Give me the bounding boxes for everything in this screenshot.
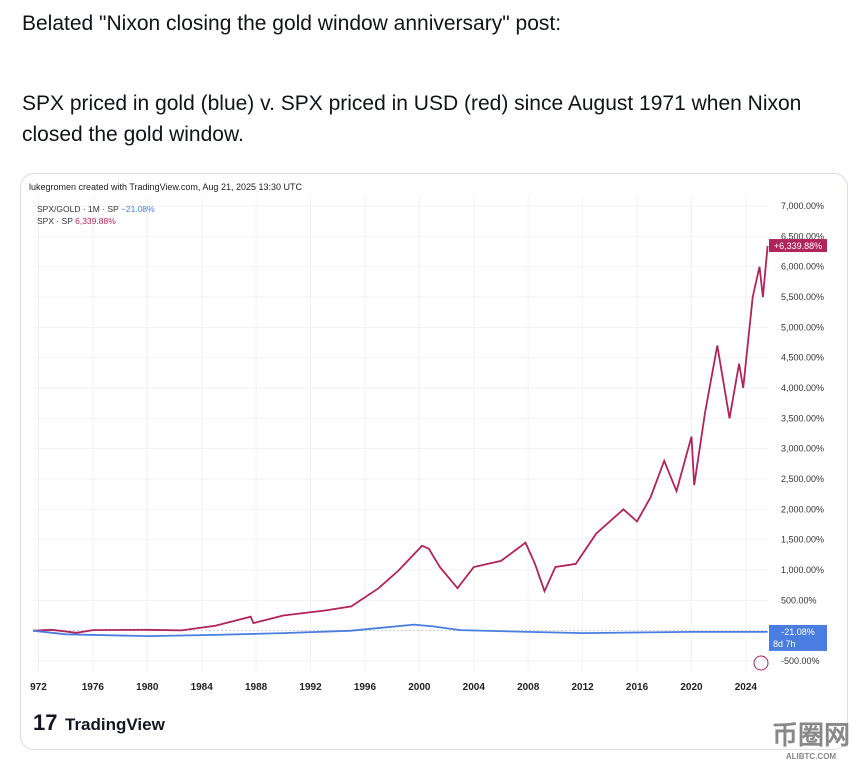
x-tick-label: 2008 <box>517 682 540 693</box>
y-tick-label: 2,500.00% <box>781 474 824 484</box>
watermark: 币圈网 ALIBTC.COM <box>772 715 850 761</box>
y-tick-label: 1,000.00% <box>781 565 824 575</box>
y-tick-label: 6,500.00% <box>781 231 824 241</box>
watermark-sub: ALIBTC.COM <box>785 752 837 761</box>
post-text-line1: Belated "Nixon closing the gold window a… <box>22 12 562 35</box>
y-tick-label: 7,000.00% <box>781 201 824 211</box>
price-label: -21.08% <box>781 627 815 637</box>
x-tick-label: 2016 <box>626 682 649 693</box>
series-line-spx <box>32 245 769 634</box>
y-tick-label: 3,000.00% <box>781 444 824 454</box>
y-tick-label: 4,000.00% <box>781 383 824 393</box>
events-icon <box>753 655 769 671</box>
x-tick-label: 2012 <box>571 682 594 693</box>
price-label-bg <box>769 624 827 651</box>
y-tick-label: 6,000.00% <box>781 262 824 272</box>
x-tick-label: 1996 <box>354 682 377 693</box>
tradingview-logo-icon: 17 <box>33 710 57 735</box>
x-tick-label: 972 <box>30 682 47 693</box>
y-tick-label: 5,000.00% <box>781 322 824 332</box>
price-label-bg <box>769 239 827 253</box>
legend-entry: SPX/GOLD · 1M · SP −21.08% <box>37 204 155 214</box>
y-tick-label: -500.00% <box>781 656 820 666</box>
x-tick-label: 2004 <box>463 682 486 693</box>
series-line-spx-gold <box>32 623 768 638</box>
x-tick-label: 2020 <box>680 682 703 693</box>
chart-card[interactable]: 7,000.00% 6,500.00% 6,000.00% 5,500.00% 5,00… <box>20 173 848 750</box>
y-tick-label: 5,500.00% <box>781 292 824 302</box>
y-tick-label: 3,500.00% <box>781 413 824 423</box>
y-tick-label: 2,000.00% <box>781 504 824 514</box>
price-label: +6,339.88% <box>774 241 822 251</box>
x-tick-label: 2000 <box>408 682 431 693</box>
chart: 7,000.00% 6,500.00% 6,000.00% 5,500.00% 5,00… <box>29 182 827 735</box>
x-tick-label: 2024 <box>735 682 758 693</box>
y-tick-label: 4,500.00% <box>781 353 824 363</box>
post-text-line2: SPX priced in gold (blue) v. SPX priced … <box>22 92 802 146</box>
x-tick-label: 1980 <box>136 682 159 693</box>
watermark-text: 币圈网 <box>771 720 850 750</box>
attribution: lukegromen created with TradingView.com,… <box>29 182 302 192</box>
y-tick-label: 500.00% <box>781 595 817 605</box>
x-tick-label: 1984 <box>191 682 214 693</box>
x-tick-label: 1976 <box>82 682 105 693</box>
tradingview-brand: TradingView <box>65 715 166 734</box>
y-tick-label: 1,500.00% <box>781 535 824 545</box>
x-tick-label: 1992 <box>299 682 322 693</box>
x-tick-label: 1988 <box>245 682 268 693</box>
legend-entry: SPX · SP 6,339.88% <box>37 216 116 226</box>
price-countdown: 8d 7h <box>773 639 796 649</box>
